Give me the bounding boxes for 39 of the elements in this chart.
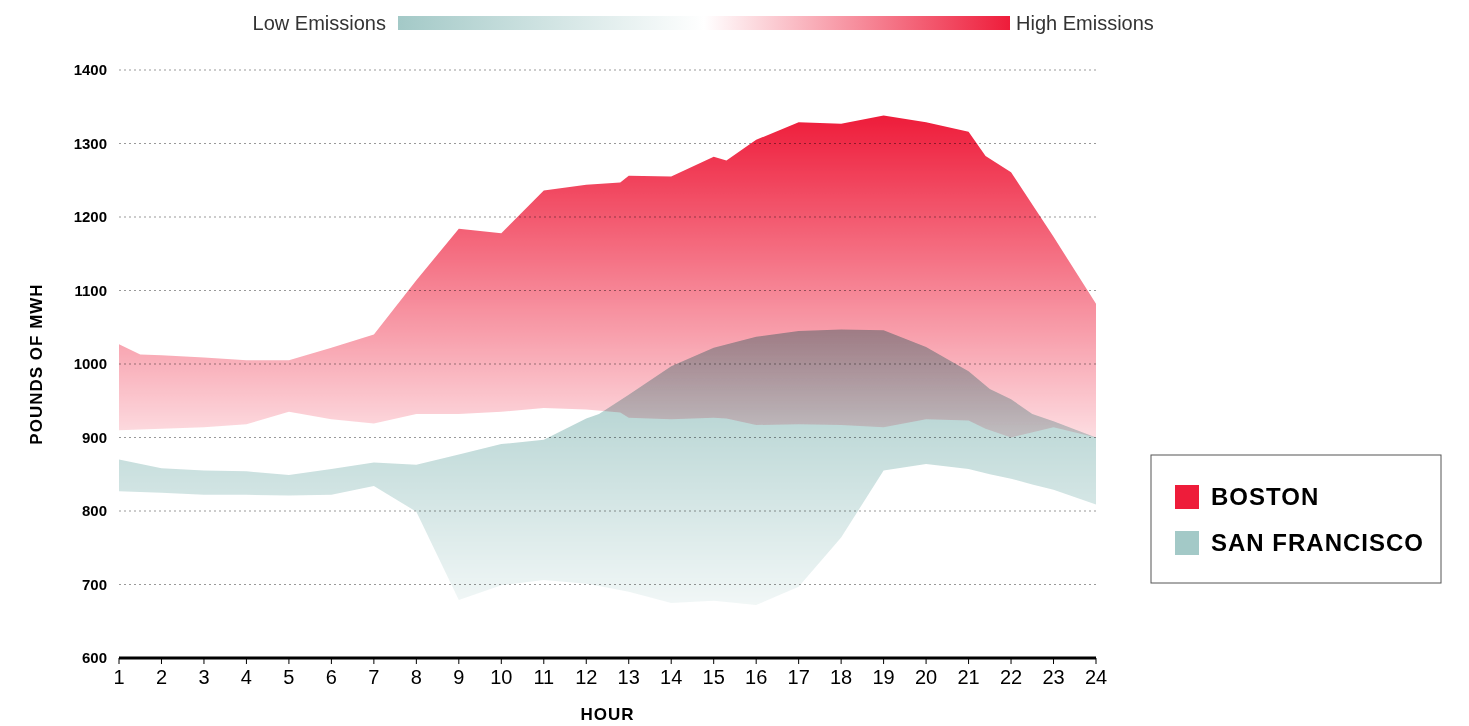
x-tick-label: 5 xyxy=(283,666,295,688)
y-tick-label: 1000 xyxy=(73,355,107,373)
text: Low Emissions xyxy=(252,12,386,34)
x-tick-label: 19 xyxy=(872,666,895,688)
y-tick-label: 1200 xyxy=(73,208,107,226)
x-tick-label: 15 xyxy=(702,666,725,688)
x-tick-label: 21 xyxy=(957,666,980,688)
y-axis-title: POUNDS OF MWH xyxy=(27,283,46,445)
x-tick-label: 12 xyxy=(575,666,598,688)
text: High Emissions xyxy=(1016,12,1154,34)
x-tick-label: 20 xyxy=(914,666,938,688)
x-tick-label: 16 xyxy=(745,666,768,688)
x-tick-label: 14 xyxy=(660,666,683,688)
x-tick-label: 11 xyxy=(533,666,555,688)
x-tick-label: 6 xyxy=(325,666,337,688)
y-tick-label: 1300 xyxy=(73,134,107,152)
x-tick-label: 23 xyxy=(1042,666,1065,688)
y-tick-label: 800 xyxy=(81,502,107,520)
legend-label: BOSTON xyxy=(1211,483,1320,511)
x-tick-label: 7 xyxy=(368,666,380,688)
x-tick-label: 17 xyxy=(787,666,810,688)
y-tick-label: 600 xyxy=(81,649,107,667)
x-tick-label: 13 xyxy=(617,666,640,688)
x-tick-label: 24 xyxy=(1084,666,1108,688)
x-tick-label: 2 xyxy=(155,666,168,688)
y-tick-label: 1400 xyxy=(73,61,107,79)
y-tick-label: 1100 xyxy=(74,281,107,299)
x-tick-label: 8 xyxy=(410,666,422,688)
y-tick-label: 700 xyxy=(81,575,107,593)
x-tick-label: 18 xyxy=(830,666,853,688)
x-tick-label: 3 xyxy=(198,666,210,688)
legend-label: SAN FRANCISCO xyxy=(1211,529,1425,557)
x-tick-label: 9 xyxy=(453,666,465,688)
y-tick-label: 900 xyxy=(81,428,107,446)
x-axis-title: HOUR xyxy=(580,705,635,724)
x-tick-label: 10 xyxy=(490,666,513,688)
x-tick-label: 4 xyxy=(240,666,252,688)
x-tick-label: 1 xyxy=(113,666,125,688)
x-tick-label: 22 xyxy=(999,666,1023,688)
